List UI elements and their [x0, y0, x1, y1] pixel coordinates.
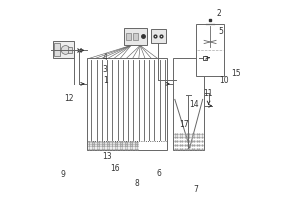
Bar [173, 58, 204, 150]
Bar [126, 33, 131, 40]
Bar [133, 33, 138, 40]
Text: 12: 12 [64, 94, 73, 103]
Bar [151, 29, 166, 43]
Text: 11: 11 [203, 89, 212, 98]
Text: 14: 14 [189, 100, 199, 109]
Text: 17: 17 [179, 120, 189, 129]
Bar [196, 24, 224, 76]
Text: 16: 16 [110, 164, 120, 173]
Text: 5: 5 [218, 27, 223, 36]
Text: 9: 9 [61, 170, 65, 179]
Bar [124, 28, 147, 45]
Text: 6: 6 [157, 169, 161, 178]
Text: 4: 4 [103, 53, 108, 62]
Text: 13: 13 [103, 152, 112, 161]
Bar [54, 43, 60, 56]
Text: 7: 7 [193, 185, 198, 194]
Bar [87, 58, 167, 150]
Bar [53, 41, 74, 58]
Text: 10: 10 [220, 76, 229, 85]
Text: 2: 2 [216, 9, 221, 18]
Text: 15: 15 [232, 69, 241, 78]
Bar [68, 47, 72, 53]
Text: 3: 3 [103, 65, 108, 74]
Text: 8: 8 [135, 179, 140, 188]
Text: 1: 1 [103, 76, 108, 85]
Circle shape [61, 46, 70, 54]
